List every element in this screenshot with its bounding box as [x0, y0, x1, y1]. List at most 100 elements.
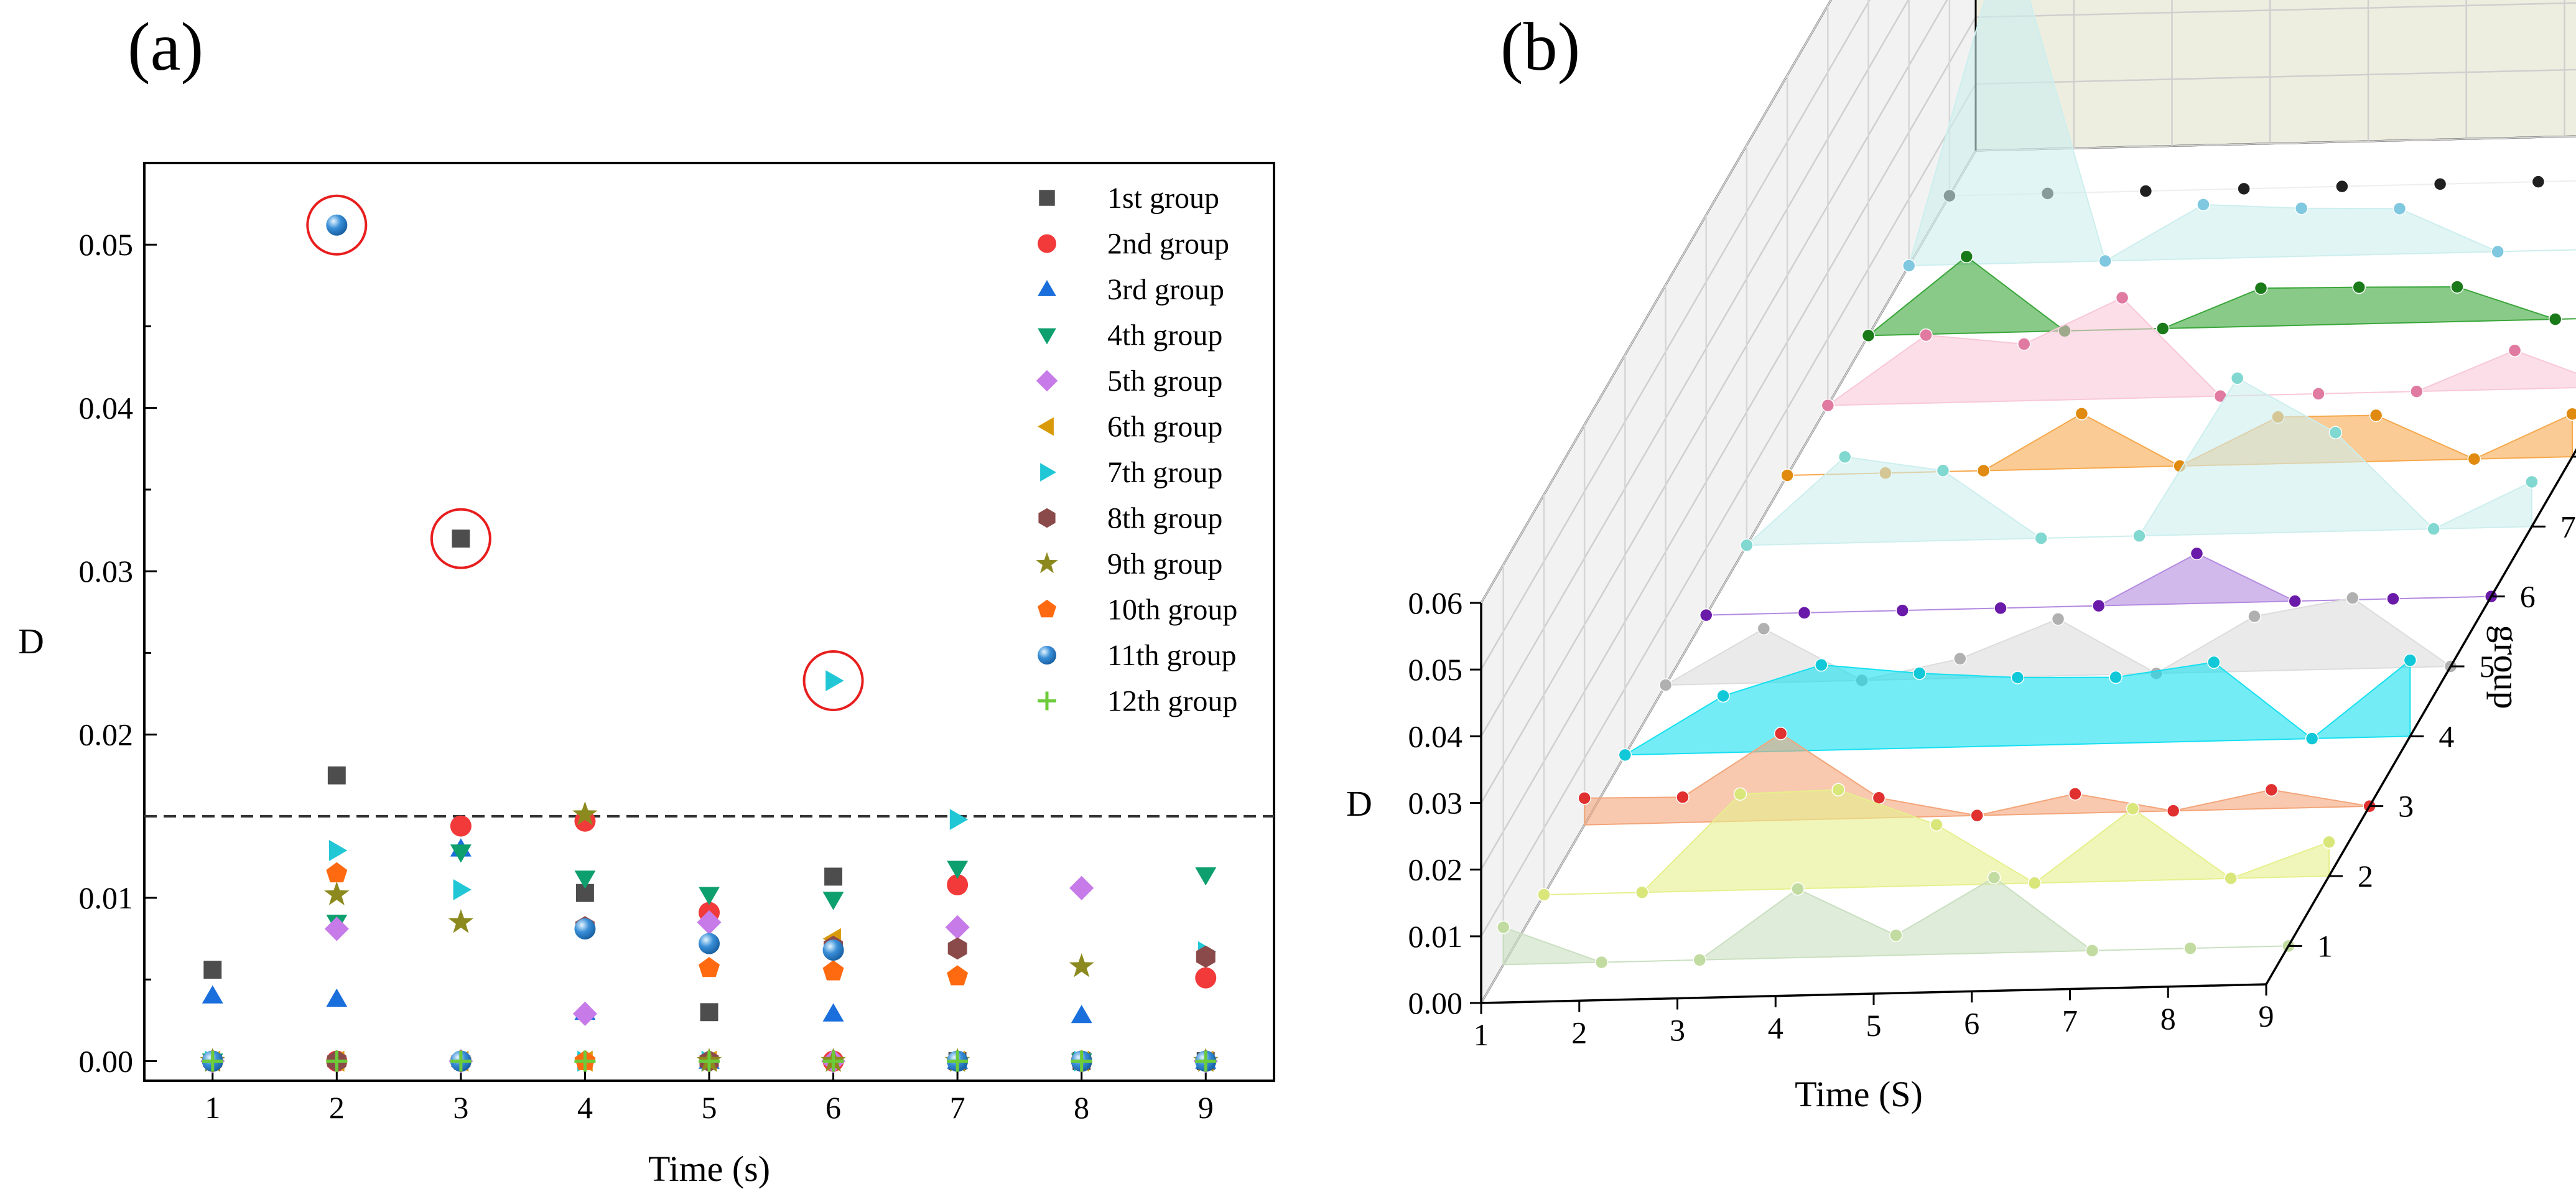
- data-point: [324, 881, 350, 905]
- ribbon-point: [1838, 450, 1852, 464]
- x-tick-label-a: 4: [577, 1090, 593, 1125]
- ribbon-point: [1889, 928, 1903, 942]
- highlight-circle: [306, 194, 368, 256]
- z-axis-title-b: group: [2486, 625, 2527, 709]
- ribbon-point: [1831, 783, 1845, 796]
- legend-marker: [1038, 328, 1056, 345]
- data-point: [327, 766, 346, 785]
- legend-marker: [1038, 646, 1056, 665]
- ribbon-point: [1861, 329, 1876, 343]
- y-tick-label-a: 0.04: [79, 391, 134, 426]
- wall-edge: [1974, 0, 1977, 151]
- ribbon-point: [1774, 727, 1788, 740]
- data-point: [947, 1050, 969, 1072]
- data-point: [1071, 1005, 1092, 1024]
- data-point: [822, 892, 844, 910]
- legend-marker: [1038, 280, 1056, 296]
- ribbon-point: [2237, 182, 2251, 196]
- legend-marker: [1038, 417, 1054, 436]
- ribbon-point: [2410, 385, 2424, 398]
- ribbon-point: [1699, 608, 1713, 622]
- y-tick-label-b: 0.06: [1408, 585, 1463, 620]
- ribbon-point: [2427, 522, 2440, 536]
- y-tick-label-a: 0.01: [79, 880, 134, 915]
- ribbon-point: [2352, 280, 2366, 294]
- x-tick-label-b: 7: [2062, 1004, 2078, 1038]
- ribbon-point: [2403, 653, 2417, 667]
- data-point: [326, 1050, 348, 1072]
- ribbon-point: [2027, 876, 2042, 890]
- grid-line: [1480, 0, 1910, 737]
- legend-label: 10th group: [1107, 594, 1237, 627]
- ribbon-point: [1716, 689, 1730, 703]
- legend-label: 2nd group: [1107, 228, 1229, 261]
- ribbon-point: [2034, 531, 2048, 545]
- data-point: [450, 1050, 472, 1072]
- ribbon-point: [2155, 322, 2170, 335]
- ribbon-group-12: [1949, 180, 2576, 197]
- ribbon-point: [2132, 529, 2146, 543]
- x-tick-label-b: 2: [1571, 1015, 1587, 1050]
- x-tick-label-a: 3: [453, 1090, 468, 1125]
- group-tick-label: 3: [2398, 789, 2414, 824]
- x-tick-label-a: 8: [1074, 1090, 1089, 1125]
- data-point: [822, 960, 844, 981]
- legend-marker: [1040, 463, 1056, 482]
- ribbon-point: [1960, 250, 1973, 264]
- grid-line: [1480, 0, 1948, 804]
- ribbon-point: [1676, 790, 1690, 804]
- ribbon-point: [1635, 885, 1649, 900]
- ribbon-point: [2264, 783, 2279, 797]
- data-point: [326, 862, 348, 883]
- legend-marker: [1036, 552, 1058, 574]
- ribbon-point: [2386, 592, 2400, 606]
- highlight-circle: [802, 650, 864, 711]
- ribbon-point: [2305, 732, 2319, 745]
- y-tick-label-b: 0.05: [1408, 652, 1463, 687]
- x-tick-label-b: 6: [1964, 1005, 1979, 1040]
- y-axis-title-b: D: [1346, 783, 1372, 824]
- data-point: [949, 809, 969, 830]
- panel-label-a: (a): [128, 9, 203, 85]
- data-point: [825, 670, 844, 691]
- legend-marker: [1038, 508, 1056, 528]
- data-point: [699, 887, 720, 905]
- data-point: [822, 1050, 844, 1072]
- ribbon-point: [2190, 546, 2204, 561]
- data-point: [453, 879, 472, 900]
- data-point: [1196, 945, 1216, 968]
- x-tick-label-a: 6: [825, 1090, 841, 1125]
- ribbon-point: [2248, 609, 2261, 623]
- ridge-chart-b: 0.000.010.020.030.040.050.061 2 3 4 5 6 7 8 9123…: [1346, 0, 2576, 1114]
- grid-line: [1480, 0, 1871, 670]
- data-point: [945, 915, 970, 940]
- ribbon-point: [1594, 955, 1609, 969]
- ribbon-point: [2322, 835, 2336, 849]
- ribbon-point: [2207, 655, 2221, 669]
- ribbon-point: [1791, 882, 1805, 896]
- x-tick-label-b: 8: [2160, 1001, 2176, 1036]
- ribbon-point: [2011, 671, 2025, 684]
- ribbon-point: [2017, 337, 2031, 351]
- y-tick-label-b: 0.01: [1408, 919, 1463, 954]
- legend-label: 9th group: [1107, 548, 1222, 581]
- data-point: [1069, 953, 1094, 977]
- x-tick-label-a: 7: [950, 1090, 965, 1125]
- x-tick-label-b: 1: [1474, 1017, 1489, 1052]
- scatter-chart-a: 1 2 3 4 5 6 7 8 9 0.00 0.01 0.02 0.03 0.04 0.05 Time (s…: [18, 162, 1275, 1189]
- ribbon-point: [1780, 469, 1794, 482]
- x-tick-label-b: 4: [1768, 1010, 1783, 1045]
- ribbon-point: [2068, 787, 2082, 801]
- ribbon-point: [2294, 202, 2309, 215]
- panel-label-b: (b): [1500, 9, 1580, 85]
- ribbon-point: [1797, 606, 1811, 620]
- data-point: [697, 910, 722, 935]
- legend-marker: [1036, 370, 1058, 392]
- data-point: [1195, 1050, 1217, 1072]
- ribbon-point: [1578, 791, 1591, 805]
- ribbon-point: [1693, 953, 1707, 967]
- legend-label: 11th group: [1107, 639, 1237, 672]
- ribbon-point: [2491, 245, 2504, 259]
- ribbon-point: [1740, 538, 1754, 553]
